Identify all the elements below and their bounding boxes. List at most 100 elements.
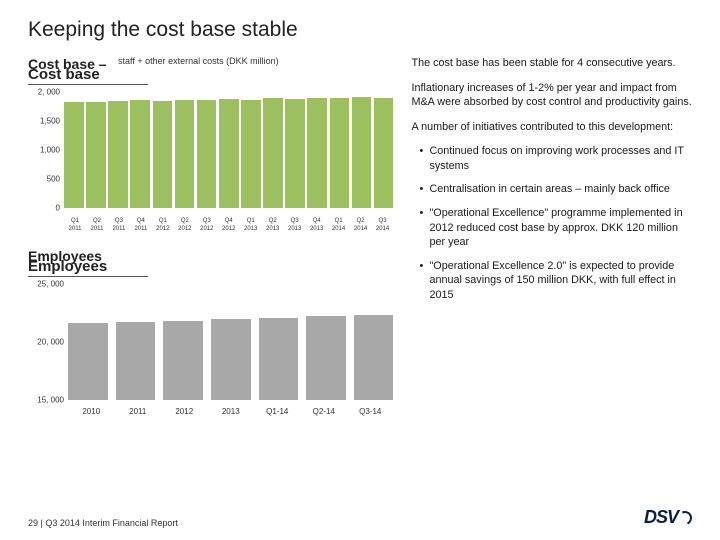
- chart1-xtick-y: 2011: [64, 226, 86, 232]
- chart2-xtick: 2012: [161, 407, 208, 416]
- chart1-bar: [307, 98, 327, 208]
- chart2-bar: [306, 316, 346, 400]
- chart1-xtick-q: Q3: [196, 218, 218, 224]
- chart1-xtick-y: 2014: [372, 226, 394, 232]
- chart2-area: 25, 00020, 00015, 000 2010201120122013Q1…: [28, 284, 393, 414]
- chart1-bar: [130, 100, 150, 208]
- bullet-item: Centralisation in certain areas – mainly…: [419, 182, 692, 197]
- chart1-xtick-q: Q2: [174, 218, 196, 224]
- chart1-plot: [64, 92, 393, 208]
- chart2-xtick: Q2-14: [301, 407, 348, 416]
- chart1-xtick-y: 2014: [328, 226, 350, 232]
- chart1-x-quarters: Q1Q2Q3Q4Q1Q2Q3Q4Q1Q2Q3Q4Q1Q2Q3: [64, 218, 393, 224]
- chart1-xtick-y: 2011: [130, 226, 152, 232]
- chart1-xtick-y: 2013: [240, 226, 262, 232]
- para-2: Inflationary increases of 1-2% per year …: [411, 81, 692, 110]
- chart2-xtick: 2010: [68, 407, 115, 416]
- para-1: The cost base has been stable for 4 cons…: [411, 56, 692, 71]
- chart1-xtick-q: Q1: [152, 218, 174, 224]
- chart1-bar: [352, 97, 372, 208]
- text-column: The cost base has been stable for 4 cons…: [411, 56, 692, 486]
- chart2-y-axis: 25, 00020, 00015, 000: [28, 284, 66, 400]
- chart1-xtick-q: Q1: [328, 218, 350, 224]
- chart2-ytick: 15, 000: [37, 396, 64, 405]
- bullet-item: "Operational Excellence 2.0" is expected…: [419, 259, 692, 303]
- bullet-item: "Operational Excellence" programme imple…: [419, 206, 692, 250]
- chart1-xtick-q: Q2: [350, 218, 372, 224]
- chart1-bar: [86, 102, 106, 208]
- logo-arc-icon: [676, 509, 694, 527]
- chart1-xtick-q: Q4: [130, 218, 152, 224]
- chart1-xtick-y: 2013: [262, 226, 284, 232]
- chart2-bar: [68, 323, 108, 400]
- cost-base-chart: Cost base – staff + other external costs…: [28, 56, 393, 222]
- chart2-x-axis: 2010201120122013Q1-14Q2-14Q3-14: [68, 407, 393, 416]
- chart2-title-bottom: Employees: [28, 258, 107, 275]
- chart1-xtick-q: Q1: [64, 218, 86, 224]
- chart1-bar: [197, 100, 217, 208]
- bullet-list: Continued focus on improving work proces…: [411, 144, 692, 302]
- chart1-y-axis: 2, 0001,5001,0005000: [28, 92, 62, 208]
- chart1-bar: [219, 99, 239, 208]
- chart1-subtitle: staff + other external costs (DKK millio…: [118, 56, 279, 66]
- chart1-bar: [374, 98, 394, 208]
- footer-text: 29 | Q3 2014 Interim Financial Report: [28, 518, 178, 528]
- chart2-bar: [354, 315, 394, 400]
- chart1-ytick: 0: [56, 204, 60, 213]
- chart1-ytick: 2, 000: [38, 88, 60, 97]
- chart2-bar: [211, 319, 251, 400]
- chart1-xtick-y: 2012: [152, 226, 174, 232]
- chart1-xtick-y: 2012: [196, 226, 218, 232]
- chart1-bar: [285, 99, 305, 208]
- dsv-logo: DSV: [644, 507, 692, 528]
- logo-text: DSV: [644, 507, 678, 528]
- bullet-item: Continued focus on improving work proces…: [419, 144, 692, 173]
- chart1-xtick-q: Q3: [372, 218, 394, 224]
- chart2-ytick: 25, 000: [37, 280, 64, 289]
- chart2-xtick: 2013: [208, 407, 255, 416]
- chart1-ytick: 1,500: [40, 117, 60, 126]
- chart1-xtick-y: 2011: [86, 226, 108, 232]
- para-3: A number of initiatives contributed to t…: [411, 120, 692, 135]
- chart1-area: 2, 0001,5001,0005000 Q1Q2Q3Q4Q1Q2Q3Q4Q1Q…: [28, 92, 393, 222]
- chart2-ytick: 20, 000: [37, 338, 64, 347]
- chart2-header: Employees Employees: [28, 248, 393, 278]
- chart1-bar: [175, 100, 195, 208]
- chart1-bar: [263, 98, 283, 208]
- chart1-xtick-y: 2013: [306, 226, 328, 232]
- chart1-xtick-q: Q1: [240, 218, 262, 224]
- chart1-xtick-y: 2014: [350, 226, 372, 232]
- chart1-xtick-y: 2011: [108, 226, 130, 232]
- chart1-xtick-q: Q4: [218, 218, 240, 224]
- chart1-xtick-q: Q3: [108, 218, 130, 224]
- chart1-ytick: 1,000: [40, 146, 60, 155]
- chart2-bar: [163, 321, 203, 400]
- slide: Keeping the cost base stable Cost base –…: [0, 0, 720, 540]
- chart1-bar: [241, 100, 261, 208]
- slide-footer: 29 | Q3 2014 Interim Financial Report DS…: [28, 507, 692, 528]
- chart1-xtick-q: Q2: [86, 218, 108, 224]
- employees-chart: Employees Employees 25, 00020, 00015, 00…: [28, 248, 393, 414]
- chart1-bar: [64, 102, 84, 208]
- chart2-xtick: 2011: [115, 407, 162, 416]
- chart1-xtick-q: Q3: [284, 218, 306, 224]
- chart1-header: Cost base – staff + other external costs…: [28, 56, 393, 86]
- chart1-xtick-q: Q4: [306, 218, 328, 224]
- chart1-bar: [108, 101, 128, 208]
- chart1-xtick-q: Q2: [262, 218, 284, 224]
- chart2-plot: [68, 284, 393, 400]
- chart1-bar: [153, 101, 173, 208]
- chart1-xtick-y: 2012: [218, 226, 240, 232]
- chart2-rule: [28, 276, 148, 277]
- chart1-rule: [28, 84, 148, 85]
- chart1-title-bottom: Cost base: [28, 66, 100, 83]
- chart2-bar: [116, 322, 156, 400]
- chart2-bar: [259, 318, 299, 400]
- content-columns: Cost base – staff + other external costs…: [28, 56, 692, 486]
- chart2-xtick: Q1-14: [254, 407, 301, 416]
- chart1-xtick-y: 2012: [174, 226, 196, 232]
- chart2-xtick: Q3-14: [347, 407, 394, 416]
- charts-column: Cost base – staff + other external costs…: [28, 56, 393, 486]
- page-title: Keeping the cost base stable: [28, 18, 692, 42]
- chart1-xtick-y: 2013: [284, 226, 306, 232]
